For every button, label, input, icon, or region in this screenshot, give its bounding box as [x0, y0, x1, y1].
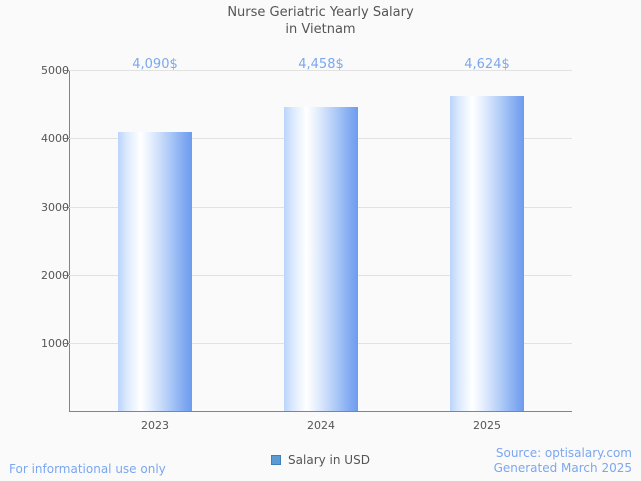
bar-2024[interactable] — [284, 107, 358, 411]
bar-fill-2025-wrap[interactable] — [450, 96, 524, 411]
bar-fill-2024 — [284, 107, 358, 411]
y-tick-mark-5000 — [64, 70, 69, 71]
data-label-2025: 4,624$ — [464, 57, 510, 72]
bar-fill-2025 — [450, 96, 524, 411]
y-tick-label-4000: 4000 — [41, 132, 69, 145]
x-tick-label-2023: 2023 — [141, 419, 169, 432]
bar-fill-2023 — [118, 132, 192, 411]
chart-legend: Salary in USD — [0, 454, 641, 466]
source-block: Source: optisalary.com Generated March 2… — [494, 446, 632, 476]
y-tick-mark-1000 — [64, 343, 69, 344]
data-label-2024: 4,458$ — [298, 57, 344, 72]
y-tick-mark-2000 — [64, 275, 69, 276]
plot-area: 1000 2000 3000 4000 5000 4,090$ 4,458$ 4… — [41, 58, 572, 431]
data-label-2023: 4,090$ — [132, 57, 178, 72]
generated-text: Generated March 2025 — [493, 461, 632, 475]
bar-2023[interactable] — [118, 132, 192, 411]
y-tick-label-1000: 1000 — [41, 337, 69, 350]
y-tick-label-5000: 5000 — [41, 64, 69, 77]
x-axis-line — [69, 411, 572, 412]
legend-item-label[interactable]: Salary in USD — [288, 453, 370, 467]
chart-title: Nurse Geriatric Yearly Salary in Vietnam — [0, 4, 641, 38]
y-tick-label-3000: 3000 — [41, 201, 69, 214]
y-tick-label-2000: 2000 — [41, 269, 69, 282]
x-tick-label-2024: 2024 — [307, 419, 335, 432]
x-tick-label-2025: 2025 — [473, 419, 501, 432]
chart-title-line-1: Nurse Geriatric Yearly Salary — [227, 5, 414, 20]
source-text: Source: optisalary.com — [495, 446, 632, 460]
disclaimer-text: For informational use only — [9, 462, 166, 476]
gridline-5000 — [69, 70, 572, 71]
y-tick-mark-3000 — [64, 207, 69, 208]
y-tick-mark-4000 — [64, 138, 69, 139]
y-axis-line — [69, 70, 70, 412]
legend-color-swatch-icon — [271, 455, 282, 465]
chart-title-line-2: in Vietnam — [285, 22, 356, 37]
